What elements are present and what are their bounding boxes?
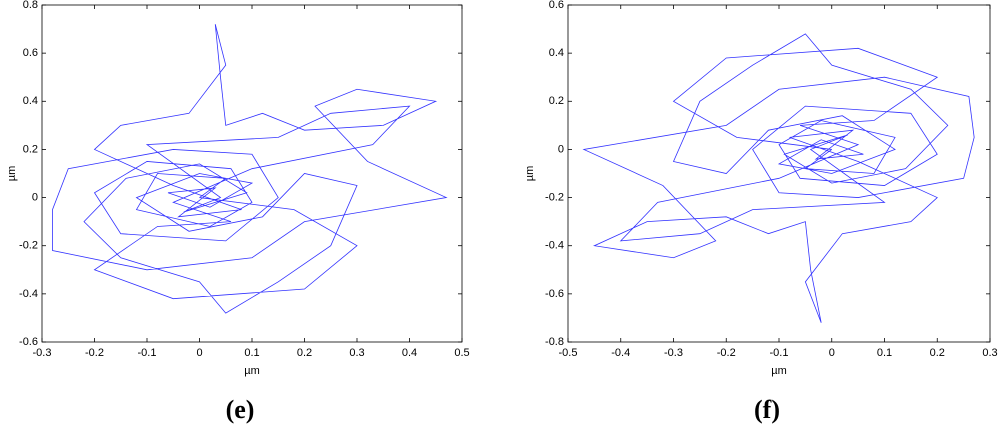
y-tick-label: 0.4 xyxy=(549,47,564,59)
x-tick-label: 0.1 xyxy=(244,347,259,359)
x-axis-label: µm xyxy=(771,365,787,377)
x-tick-label: 0 xyxy=(196,347,202,359)
y-tick-label: 0.6 xyxy=(549,0,564,11)
x-tick-label: 0.3 xyxy=(982,347,997,359)
y-axis-label: µm xyxy=(524,166,536,182)
x-tick-label: 0.4 xyxy=(402,347,417,359)
x-tick-label: 0.3 xyxy=(349,347,364,359)
y-tick-label: -0.8 xyxy=(545,336,564,348)
y-tick-label: 0 xyxy=(558,143,564,155)
x-tick-label: -0.2 xyxy=(717,347,736,359)
x-tick-label: -0.3 xyxy=(33,347,52,359)
x-tick-label: 0.2 xyxy=(930,347,945,359)
plot-frame xyxy=(41,4,463,343)
y-tick-label: 0.8 xyxy=(23,0,38,11)
plot-frame xyxy=(567,4,991,343)
x-tick-label: 0.1 xyxy=(877,347,892,359)
x-tick-label: -0.4 xyxy=(611,347,630,359)
y-tick-label: 0.4 xyxy=(23,95,38,107)
trajectory xyxy=(582,33,975,323)
x-tick-label: 0.2 xyxy=(297,347,312,359)
y-tick-label: -0.2 xyxy=(545,191,564,203)
x-axis-label: µm xyxy=(244,365,260,377)
y-tick-label: -0.4 xyxy=(545,240,564,252)
x-tick-label: -0.3 xyxy=(664,347,683,359)
x-tick-label: -0.5 xyxy=(559,347,578,359)
y-tick-label: 0.2 xyxy=(549,95,564,107)
y-tick-label: -0.6 xyxy=(545,288,564,300)
x-tick-label: -0.1 xyxy=(138,347,157,359)
caption: (e) xyxy=(226,395,255,424)
y-tick-label: -0.4 xyxy=(19,288,38,300)
x-tick-label: 0.5 xyxy=(454,347,469,359)
y-axis-label: µm xyxy=(6,166,18,182)
y-tick-label: -0.6 xyxy=(19,336,38,348)
y-tick-label: 0.6 xyxy=(23,47,38,59)
x-tick-label: -0.1 xyxy=(770,347,789,359)
caption: (f) xyxy=(754,395,780,424)
x-tick-label: 0 xyxy=(829,347,835,359)
y-tick-label: 0 xyxy=(32,191,38,203)
y-tick-label: 0.2 xyxy=(23,143,38,155)
x-tick-label: -0.2 xyxy=(85,347,104,359)
y-tick-label: -0.2 xyxy=(19,240,38,252)
trajectory xyxy=(52,24,448,314)
